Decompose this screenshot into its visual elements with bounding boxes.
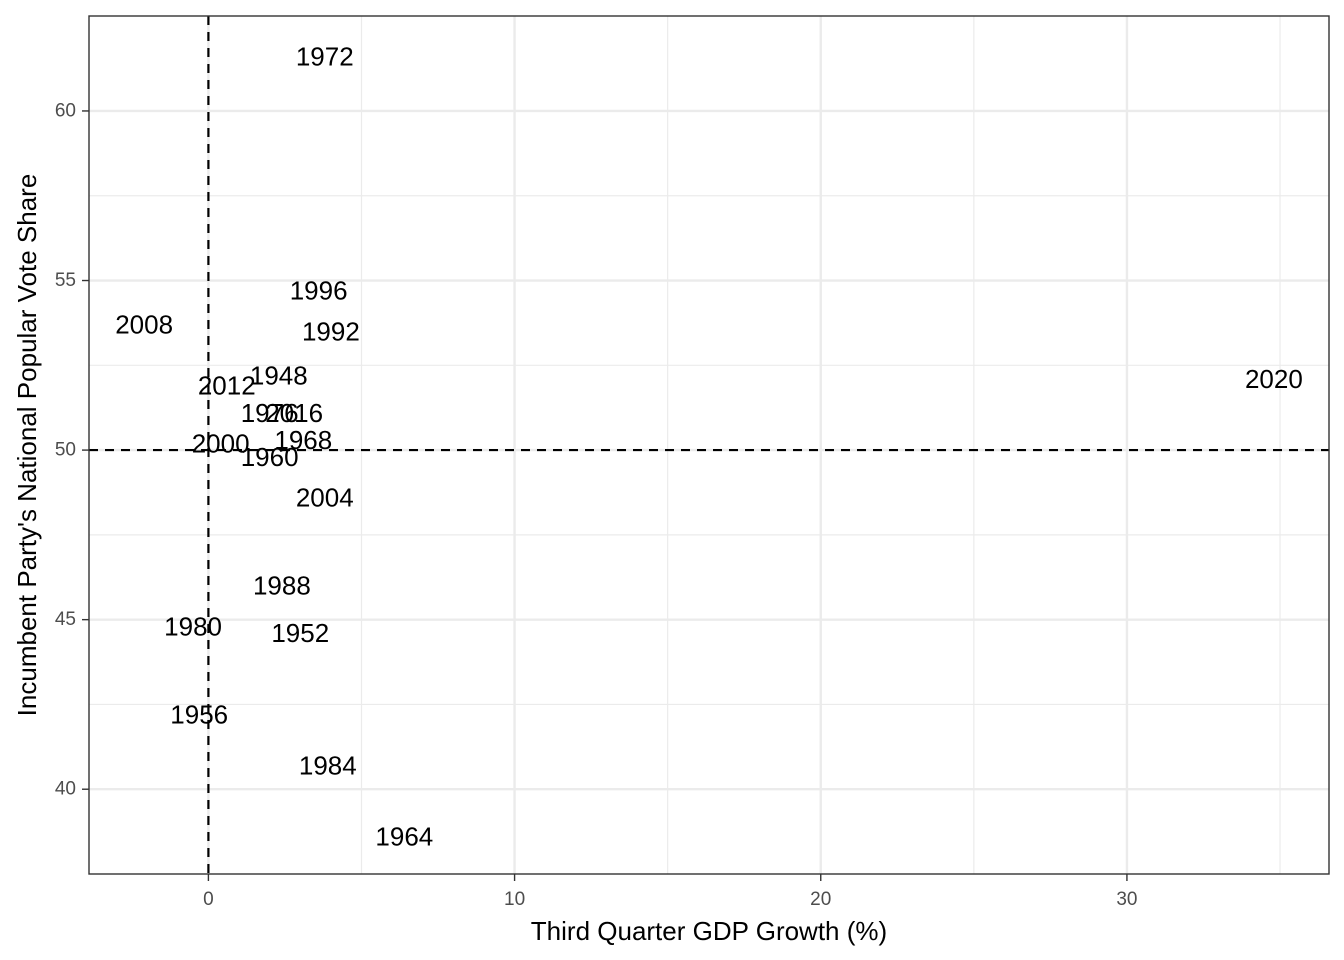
point-label-1956: 1956 — [170, 700, 228, 730]
point-label-1980: 1980 — [164, 611, 222, 641]
point-label-1972: 1972 — [296, 42, 354, 72]
y-tick-label: 50 — [55, 440, 76, 461]
point-label-2008: 2008 — [115, 310, 173, 340]
plot-panel-background — [89, 16, 1329, 874]
point-label-1960: 1960 — [241, 442, 299, 472]
point-label-2016: 2016 — [265, 398, 323, 428]
x-tick-label: 20 — [810, 889, 831, 910]
point-label-1964: 1964 — [375, 822, 433, 852]
point-label-1948: 1948 — [250, 360, 308, 390]
y-tick-label: 45 — [55, 609, 76, 630]
y-tick-label: 40 — [55, 779, 76, 800]
y-axis: 40 45 50 55 60 — [55, 100, 89, 800]
x-tick-label: 0 — [203, 889, 214, 910]
point-label-2020: 2020 — [1245, 364, 1303, 394]
y-tick-label: 60 — [55, 100, 76, 121]
plot-panel-border — [88, 15, 1330, 875]
point-label-1984: 1984 — [299, 750, 357, 780]
point-label-2000: 2000 — [192, 428, 250, 458]
point-label-1976: 1976 — [241, 398, 299, 428]
y-tick-label: 55 — [55, 270, 76, 291]
x-tick-label: 30 — [1116, 889, 1137, 910]
point-label-2004: 2004 — [296, 483, 354, 513]
point-label-1952: 1952 — [271, 618, 329, 648]
minor-gridlines — [89, 16, 1329, 874]
point-labels: 1948 1952 1956 1960 1964 1968 1972 1976 1980 1984… — [115, 42, 1303, 852]
point-label-2012: 2012 — [198, 371, 256, 401]
x-axis: 0 10 20 30 — [203, 874, 1137, 910]
point-label-1968: 1968 — [274, 425, 332, 455]
y-axis-title: Incumbent Party's National Popular Vote … — [12, 174, 42, 717]
x-axis-title: Third Quarter GDP Growth (%) — [531, 916, 887, 946]
point-label-1988: 1988 — [253, 571, 311, 601]
point-label-1992: 1992 — [302, 316, 360, 346]
x-tick-label: 10 — [504, 889, 525, 910]
point-label-1996: 1996 — [290, 276, 348, 306]
major-gridlines — [89, 16, 1329, 874]
